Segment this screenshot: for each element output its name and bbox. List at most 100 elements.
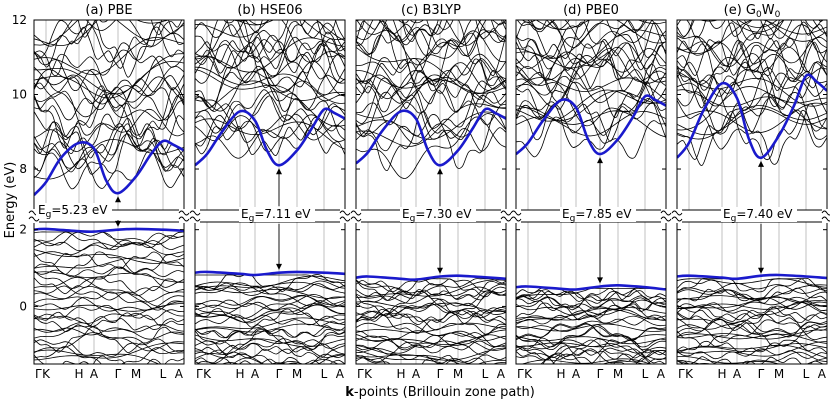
band-line: [356, 103, 506, 147]
band-line: [530, 20, 645, 32]
band-line: [356, 70, 506, 109]
band-line: [195, 304, 345, 324]
gap-label-value: =7.85 eV: [575, 207, 632, 221]
band-line: [34, 133, 184, 170]
lower-bands: [516, 287, 666, 364]
y-tick-label: 8: [19, 162, 27, 176]
band-line: [34, 346, 184, 364]
band-line: [356, 286, 506, 304]
band-line: [677, 343, 827, 353]
panel-title: (c) B3LYP: [401, 3, 461, 18]
conduction-band-minimum-line: [195, 107, 345, 167]
band-line: [34, 231, 184, 245]
axis-break-mark: [339, 216, 351, 222]
band-gap-label: Eg=5.23 eV: [38, 203, 108, 220]
band-line: [356, 20, 506, 46]
kpoint-label: H: [74, 367, 83, 381]
gap-arrow-head: [597, 277, 603, 284]
band-line: [516, 302, 666, 321]
band-line: [34, 285, 184, 307]
gap-label-sub: g: [570, 214, 576, 224]
band-line: [356, 113, 506, 152]
band-line: [34, 325, 184, 352]
x-axis-label-rest: -points (Brillouin zone path): [354, 385, 535, 400]
band-line: [677, 40, 827, 89]
band-line: [476, 359, 506, 364]
kpoint-label: Γ: [597, 367, 604, 381]
band-line: [516, 348, 666, 361]
band-line: [34, 20, 184, 78]
band-line: [677, 86, 827, 131]
band-line: [677, 20, 785, 33]
gap-arrow-head: [276, 263, 282, 270]
band-line: [195, 89, 345, 136]
valence-band-maximum-line: [356, 274, 506, 282]
panel-title-name2: W: [762, 3, 775, 18]
kpoint-label: K: [364, 367, 373, 381]
panel-title-prefix: (c) B3LYP: [401, 3, 461, 18]
band-line: [195, 280, 345, 296]
panel-title-sub2: 0: [775, 10, 781, 20]
band-line: [356, 357, 487, 364]
panel-frame-lower: [33, 221, 185, 365]
kpoint-label: K: [203, 367, 212, 381]
band-line: [516, 110, 666, 137]
band-line: [677, 333, 827, 344]
band-line: [677, 46, 827, 107]
kpoint-label: L: [160, 367, 167, 381]
band-line: [677, 319, 827, 334]
band-line: [677, 317, 827, 343]
kpoint-label: M: [292, 367, 302, 381]
kpoint-label: A: [90, 367, 99, 381]
band-line: [34, 324, 184, 336]
band-gap-label: Eg=7.85 eV: [562, 207, 632, 224]
band-line: [196, 351, 345, 364]
panel-title: (b) HSE06: [237, 3, 302, 18]
kpoint-label: A: [818, 367, 827, 381]
band-line: [34, 326, 184, 354]
band-line: [356, 20, 506, 66]
band-line: [195, 299, 345, 311]
band-line: [677, 41, 827, 92]
band-line: [195, 359, 340, 364]
band-line: [516, 20, 666, 59]
gap-label-bg: [239, 207, 315, 222]
kpoint-label: M: [131, 367, 141, 381]
band-line: [677, 277, 827, 294]
axis-break-mask: [822, 209, 830, 223]
kpoint-label: H: [235, 367, 244, 381]
panel-title: (e) G0W0: [724, 3, 781, 20]
axis-break-mark: [821, 216, 830, 222]
band-line: [195, 351, 345, 364]
band-line: [195, 334, 345, 348]
band-line: [356, 89, 506, 126]
kpoint-label: L: [642, 367, 649, 381]
band-line: [34, 75, 184, 106]
axis-break-mask: [190, 209, 200, 223]
band-line: [516, 20, 666, 59]
band-line: [34, 121, 184, 159]
band-line: [516, 299, 666, 316]
panel-title-prefix: (b) HSE06: [237, 3, 302, 18]
band-line: [34, 231, 184, 248]
band-line: [195, 295, 345, 306]
gap-label-bg: [36, 203, 112, 218]
band-line: [34, 266, 184, 289]
axis-break-mark: [350, 216, 362, 222]
band-line: [516, 338, 666, 358]
kpoint-label: A: [251, 367, 260, 381]
band-line: [34, 354, 184, 364]
axis-break-mark: [178, 210, 190, 216]
gap-label-value: =7.30 eV: [415, 207, 472, 221]
band-line: [516, 308, 666, 321]
kpoint-label: H: [396, 367, 405, 381]
band-line: [356, 20, 506, 57]
band-line: [34, 251, 184, 275]
kpoint-label: Γ: [758, 367, 765, 381]
gap-label-e: E: [562, 207, 570, 221]
lower-bands: [356, 278, 506, 364]
upper-bands: [195, 20, 345, 159]
band-line: [356, 20, 506, 42]
